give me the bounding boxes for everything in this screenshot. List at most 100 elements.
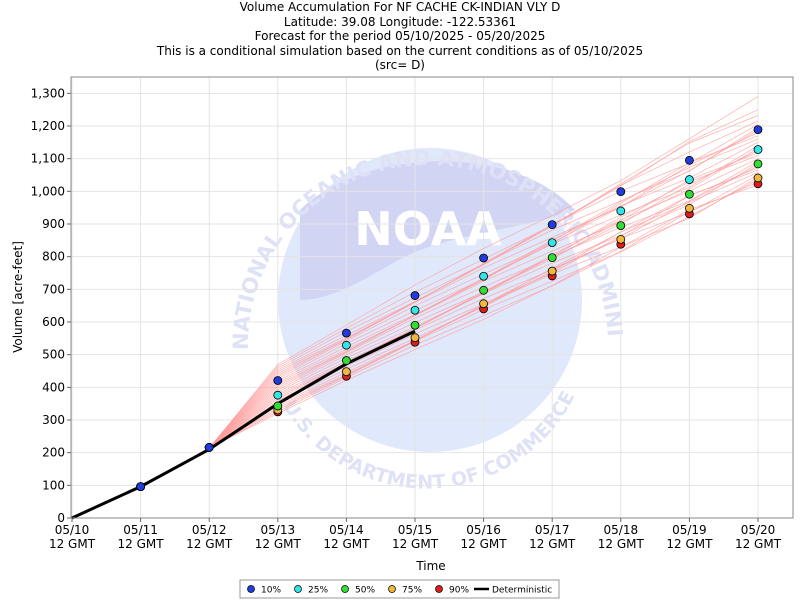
noaa-logo-bird: [300, 161, 575, 300]
y-tick-label: 100: [42, 478, 65, 492]
x-tick-label-time: 12 GMT: [392, 537, 439, 551]
y-tick-label: 1,200: [31, 119, 65, 133]
point-75pct: [479, 299, 489, 309]
point-10pct: [410, 291, 420, 300]
point-10pct: [616, 187, 626, 197]
chart-titles: Volume Accumulation For NF CACHE CK-INDI…: [0, 0, 800, 73]
point-50pct: [547, 253, 557, 263]
x-tick-label-time: 12 GMT: [118, 537, 165, 551]
chart-subtitle-period: Forecast for the period 05/10/2025 - 05/…: [254, 29, 546, 43]
legend-box: [239, 579, 560, 599]
legend-marker-50pct: [341, 585, 349, 593]
point-75pct: [753, 173, 763, 183]
point-75pct: [410, 333, 420, 343]
point-50pct: [273, 401, 283, 411]
x-tick-label-time: 12 GMT: [255, 537, 302, 551]
point-25pct: [273, 390, 283, 400]
x-tick-label-time: 12 GMT: [666, 537, 713, 551]
x-tick-label-time: 12 GMT: [598, 537, 645, 551]
x-tick-label-time: 12 GMT: [735, 537, 782, 551]
point-10pct: [685, 155, 694, 165]
x-tick-label-time: 12 GMT: [186, 537, 233, 551]
point-10pct: [136, 482, 146, 492]
y-tick-label: 900: [42, 217, 65, 231]
point-75pct: [616, 234, 626, 244]
percentile-series: [136, 125, 763, 492]
y-tick-label: 1,300: [31, 86, 65, 100]
y-axis-title: Volume [acre-feet]: [11, 241, 25, 353]
point-50pct: [479, 285, 489, 295]
point-25pct: [685, 175, 694, 184]
y-tick-label: 300: [42, 413, 65, 427]
x-tick-label-time: 12 GMT: [49, 537, 96, 551]
legend-label: 10%: [261, 586, 281, 596]
x-tick-label-date: 05/17: [535, 523, 570, 537]
y-tick-label: 600: [42, 315, 65, 329]
y-tick-label: 0: [57, 511, 65, 525]
point-10pct: [273, 376, 283, 385]
point-25pct: [616, 206, 626, 216]
legend-label: 75%: [402, 586, 422, 596]
chart-title: Volume Accumulation For NF CACHE CK-INDI…: [239, 0, 561, 14]
legend-marker-90pct: [435, 585, 443, 593]
point-50pct: [685, 189, 694, 199]
chart-legend: 10% 25% 50% 75% 90% Deterministic: [239, 579, 560, 599]
x-tick-label-date: 05/16: [466, 523, 501, 537]
x-tick-label-date: 05/19: [672, 523, 707, 537]
y-tick-label: 400: [42, 380, 65, 394]
legend-label: 90%: [449, 586, 469, 596]
point-75pct: [547, 266, 557, 276]
point-75pct: [685, 203, 694, 213]
x-tick-label-date: 05/12: [192, 523, 227, 537]
deterministic-line: [71, 329, 416, 520]
x-tick-label-date: 05/13: [261, 523, 296, 537]
point-10pct: [204, 443, 214, 452]
x-axis-title: Time: [415, 559, 445, 573]
point-50pct: [341, 356, 351, 365]
legend-marker-10pct: [247, 585, 255, 593]
chart-subtitle-source: (src= D): [375, 58, 425, 72]
point-10pct: [341, 328, 351, 338]
x-tick-label-time: 12 GMT: [529, 537, 576, 551]
x-tick-label-date: 05/11: [123, 523, 158, 537]
x-tick-label-date: 05/15: [398, 523, 433, 537]
chart-grid: [71, 77, 793, 519]
point-25pct: [753, 145, 763, 154]
x-tick-label-date: 05/14: [329, 523, 364, 537]
x-tick-label-date: 05/20: [741, 523, 776, 537]
y-tick-label: 1,100: [31, 152, 65, 166]
point-25pct: [547, 238, 557, 248]
legend-label: Deterministic: [492, 586, 552, 596]
legend-marker-75pct: [388, 585, 396, 593]
x-tick-label-date: 05/18: [604, 523, 639, 537]
x-tick-label-time: 12 GMT: [461, 537, 508, 551]
chart-subtitle-conditions: This is a conditional simulation based o…: [156, 43, 644, 58]
plot-frame: [70, 76, 794, 519]
y-tick-label: 1,000: [31, 184, 65, 198]
point-10pct: [753, 125, 763, 134]
legend-label: 25%: [308, 586, 328, 596]
y-axis: 0 100 200 300 400 500 600 700 800 900 1,000 1,100 1,…: [31, 86, 71, 525]
point-50pct: [753, 159, 763, 169]
point-25pct: [341, 340, 351, 350]
point-10pct: [547, 220, 557, 230]
point-25pct: [479, 271, 489, 281]
point-10pct: [479, 253, 489, 263]
point-75pct: [341, 367, 351, 377]
legend-label: 50%: [355, 586, 375, 596]
y-tick-label: 200: [42, 446, 65, 460]
legend-marker-25pct: [294, 585, 302, 593]
chart-subtitle-location: Latitude: 39.08 Longitude: -122.53361: [283, 14, 517, 29]
noaa-logo-text: NOAA: [354, 202, 502, 256]
deterministic-series: [71, 329, 416, 520]
y-tick-label: 500: [42, 348, 65, 362]
point-50pct: [410, 320, 420, 330]
point-25pct: [410, 305, 420, 315]
point-50pct: [616, 221, 626, 231]
x-tick-label-date: 05/10: [55, 523, 90, 537]
y-tick-label: 800: [42, 250, 65, 264]
y-tick-label: 700: [42, 282, 65, 296]
x-tick-label-time: 12 GMT: [323, 537, 370, 551]
